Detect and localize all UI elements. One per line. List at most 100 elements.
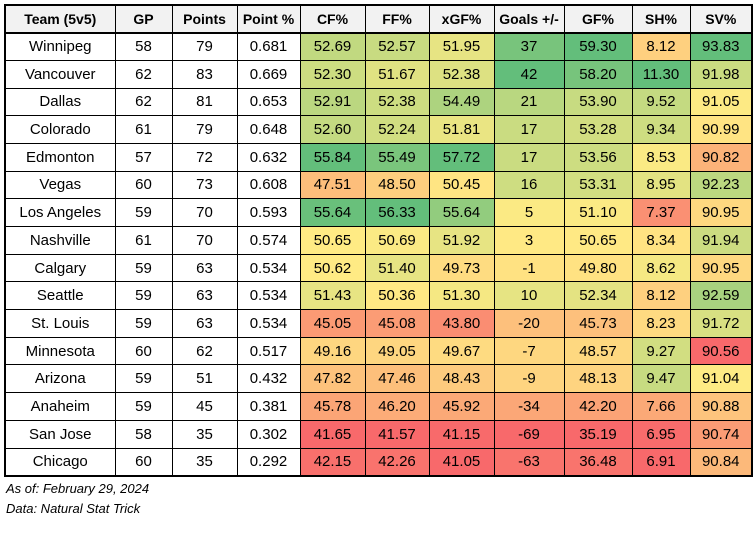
stat-cell: 58: [114, 419, 173, 449]
stat-cell: 41.15: [428, 419, 495, 449]
stats-table: Team (5v5) GP Points Point % CF% FF% xGF% Goals…: [4, 4, 753, 477]
table-row: Edmonton 57 72 0.632 55.84 55.49 57.72 17 53.56 8…: [4, 142, 753, 172]
stat-cell: 48.50: [364, 170, 430, 200]
stat-cell: 51.95: [428, 32, 495, 61]
table-header: Team (5v5) GP Points Point % CF% FF% xGF% Goals…: [4, 4, 753, 34]
stat-cell: 50.45: [428, 170, 495, 200]
stat-cell: 51.67: [364, 59, 430, 89]
stat-cell: 51.81: [428, 115, 495, 144]
stat-cell: 42.20: [563, 392, 633, 421]
stat-cell: 63: [171, 309, 238, 338]
team-cell: Minnesota: [4, 336, 116, 366]
stat-cell: 91.04: [689, 364, 753, 394]
stat-cell: 45: [171, 392, 238, 421]
stat-cell: 9.47: [631, 364, 691, 394]
stat-cell: 6.91: [631, 447, 691, 477]
stat-cell: 62: [114, 59, 173, 89]
column-header: Points: [171, 4, 238, 34]
stat-cell: 51.10: [563, 198, 633, 227]
table-row: Chicago 60 35 0.292 42.15 42.26 41.05 -63 36.48 6…: [4, 447, 753, 477]
stat-cell: 16: [493, 170, 565, 200]
stat-cell: 63: [171, 253, 238, 283]
stat-cell: 8.12: [631, 281, 691, 311]
as-of-note: As of: February 29, 2024: [6, 480, 150, 496]
stat-cell: 21: [493, 87, 565, 117]
stat-cell: 90.82: [689, 142, 753, 172]
stat-cell: 83: [171, 59, 238, 89]
column-header: SV%: [689, 4, 753, 34]
stat-cell: 50.65: [299, 226, 366, 255]
stat-cell: 17: [493, 115, 565, 144]
stat-cell: -69: [493, 419, 565, 449]
stat-cell: 58.20: [563, 59, 633, 89]
stat-cell: -1: [493, 253, 565, 283]
stat-cell: -20: [493, 309, 565, 338]
team-cell: Winnipeg: [4, 32, 116, 61]
stat-cell: 60: [114, 170, 173, 200]
stat-cell: 55.64: [428, 198, 495, 227]
team-cell: St. Louis: [4, 309, 116, 338]
stat-cell: 51.92: [428, 226, 495, 255]
stat-cell: 11.30: [631, 59, 691, 89]
stat-cell: 57.72: [428, 142, 495, 172]
stat-cell: 70: [171, 226, 238, 255]
stat-cell: 59: [114, 281, 173, 311]
stat-cell: 8.62: [631, 253, 691, 283]
stat-cell: 90.95: [689, 198, 753, 227]
team-cell: Calgary: [4, 253, 116, 283]
stat-cell: 50.69: [364, 226, 430, 255]
stat-cell: 42: [493, 59, 565, 89]
stat-cell: 0.534: [236, 281, 301, 311]
column-header: GP: [114, 4, 173, 34]
stat-cell: 79: [171, 115, 238, 144]
stat-cell: 45.92: [428, 392, 495, 421]
stat-cell: 59: [114, 253, 173, 283]
table-row: Los Angeles 59 70 0.593 55.64 56.33 55.64 5 51.1…: [4, 198, 753, 227]
stat-cell: 0.669: [236, 59, 301, 89]
stat-cell: 35.19: [563, 419, 633, 449]
stat-cell: 90.74: [689, 419, 753, 449]
stat-cell: 55.49: [364, 142, 430, 172]
stat-cell: 47.46: [364, 364, 430, 394]
column-header: FF%: [364, 4, 430, 34]
stat-cell: 91.94: [689, 226, 753, 255]
table-row: Calgary 59 63 0.534 50.62 51.40 49.73 -1 49.80 8.…: [4, 253, 753, 283]
team-cell: Anaheim: [4, 392, 116, 421]
stat-cell: 0.574: [236, 226, 301, 255]
column-header: SH%: [631, 4, 691, 34]
stat-cell: 58: [114, 32, 173, 61]
stat-cell: 90.88: [689, 392, 753, 421]
stat-cell: 52.24: [364, 115, 430, 144]
stat-cell: 61: [114, 226, 173, 255]
stat-cell: 36.48: [563, 447, 633, 477]
column-header: CF%: [299, 4, 366, 34]
table-body: Winnipeg 58 79 0.681 52.69 52.57 51.95 37 59.30 8…: [4, 32, 753, 477]
stat-cell: 59: [114, 392, 173, 421]
table-row: Arizona 59 51 0.432 47.82 47.46 48.43 -9 48.13 9.…: [4, 364, 753, 394]
stat-cell: 53.56: [563, 142, 633, 172]
stat-cell: 73: [171, 170, 238, 200]
stat-cell: 7.66: [631, 392, 691, 421]
stat-cell: 50.65: [563, 226, 633, 255]
stat-cell: 0.593: [236, 198, 301, 227]
stat-cell: 8.23: [631, 309, 691, 338]
stat-cell: 93.83: [689, 32, 753, 61]
stat-cell: 7.37: [631, 198, 691, 227]
stat-cell: 0.653: [236, 87, 301, 117]
column-header: Team (5v5): [4, 4, 116, 34]
stat-cell: 41.65: [299, 419, 366, 449]
header-row: Team (5v5) GP Points Point % CF% FF% xGF% Goals…: [4, 4, 753, 34]
team-cell: Edmonton: [4, 142, 116, 172]
table-row: Dallas 62 81 0.653 52.91 52.38 54.49 21 53.90 9.5…: [4, 87, 753, 117]
team-cell: Colorado: [4, 115, 116, 144]
stat-cell: 49.16: [299, 336, 366, 366]
source-note: Data: Natural Stat Trick: [6, 500, 141, 516]
stat-cell: 35: [171, 447, 238, 477]
stat-cell: 72: [171, 142, 238, 172]
stat-cell: 41.05: [428, 447, 495, 477]
stat-cell: 91.72: [689, 309, 753, 338]
stat-cell: 52.57: [364, 32, 430, 61]
stat-cell: 0.432: [236, 364, 301, 394]
stat-cell: 48.13: [563, 364, 633, 394]
table-row: St. Louis 59 63 0.534 45.05 45.08 43.80 -20 45.7…: [4, 309, 753, 338]
